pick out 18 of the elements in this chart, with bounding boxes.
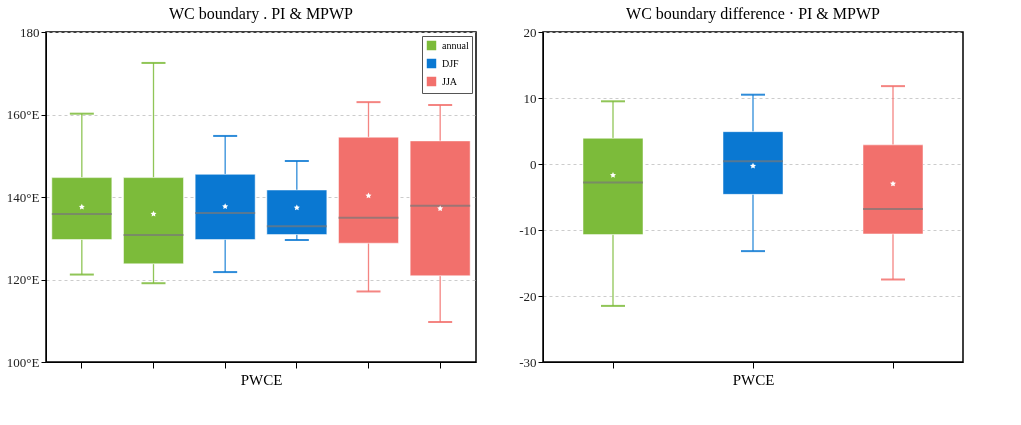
chart-title: WC boundary . PI & MPWP	[169, 5, 354, 23]
y-tick-label: 20	[523, 24, 537, 40]
y-tick-label: -30	[519, 354, 537, 370]
y-tick-label: -10	[519, 222, 537, 238]
y-tick-label: 10	[523, 90, 537, 106]
x-axis-title: PWCE	[240, 372, 283, 388]
legend-label: DJF	[442, 57, 460, 69]
chart-title: WC boundary difference · PI & MPWP	[626, 5, 881, 23]
y-tick-label: 140°E	[6, 189, 40, 205]
y-tick-label: 180	[20, 24, 40, 40]
y-tick-label: 0	[530, 156, 537, 172]
legend-label: annual	[442, 39, 469, 51]
x-axis-title: PWCE	[732, 372, 775, 388]
y-tick-label: 120°E	[6, 272, 40, 287]
y-tick-label: -20	[519, 288, 537, 304]
y-tick-label: 160°E	[6, 107, 40, 122]
legend-label: JJA	[442, 75, 458, 87]
y-tick-label: 100°E	[6, 354, 40, 370]
